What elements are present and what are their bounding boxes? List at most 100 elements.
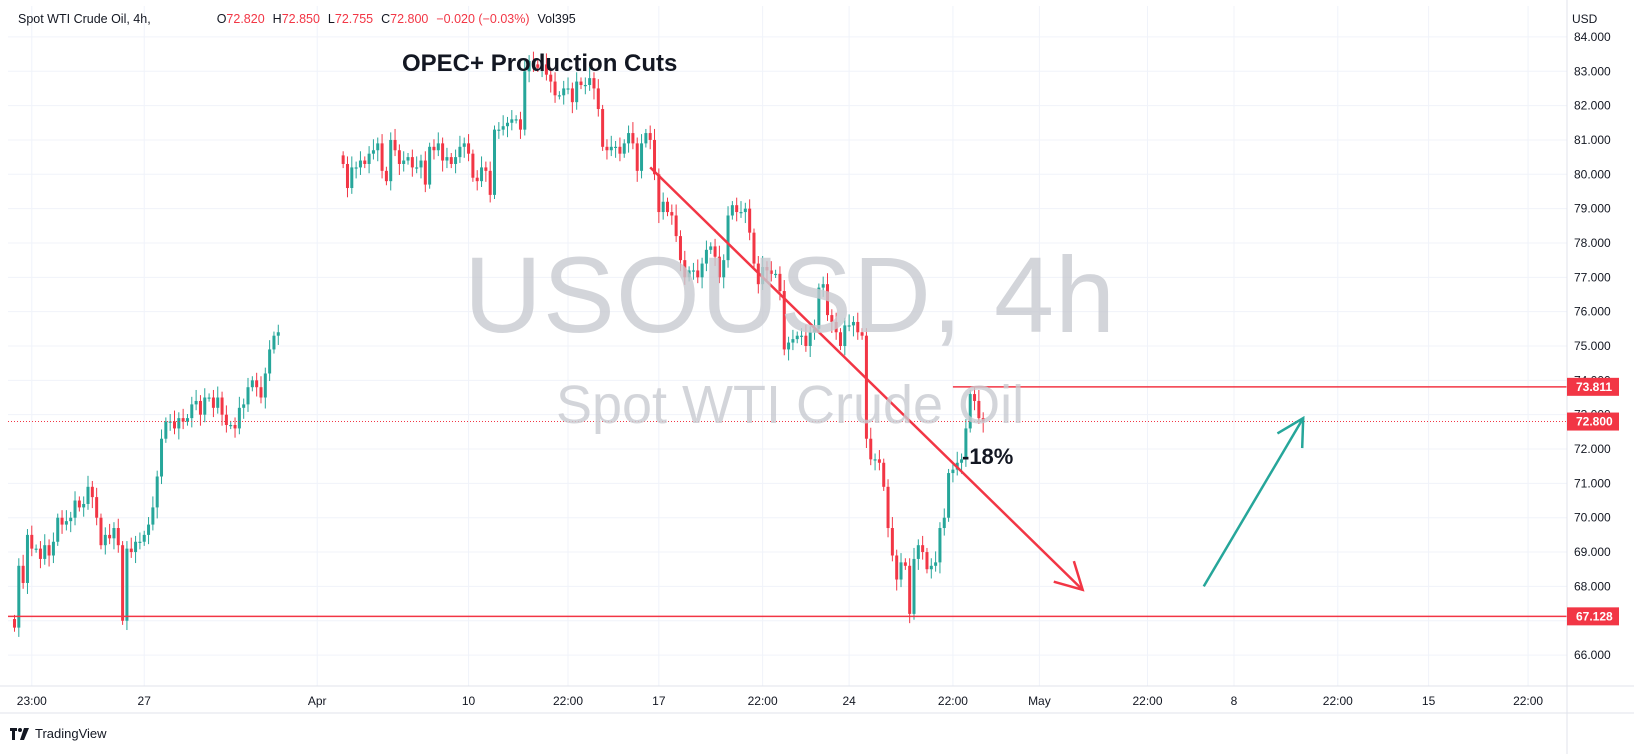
legend-volume: 395 bbox=[554, 12, 576, 26]
candle-body bbox=[951, 469, 955, 474]
candle-body bbox=[774, 273, 778, 276]
x-tick-label: 15 bbox=[1422, 694, 1436, 708]
candle-body bbox=[203, 397, 207, 415]
x-tick-label: 8 bbox=[1231, 694, 1238, 708]
candle-body bbox=[345, 163, 349, 189]
candle-body bbox=[973, 394, 977, 401]
candle-body bbox=[704, 249, 708, 264]
x-tick-label: 22:00 bbox=[1323, 694, 1353, 708]
candle-body bbox=[817, 287, 821, 329]
legend-low-label: L bbox=[327, 12, 335, 26]
annotation-percent-change[interactable]: -18% bbox=[962, 444, 1014, 469]
price-label-badge bbox=[1567, 412, 1619, 431]
candle-body bbox=[821, 284, 825, 288]
tradingview-branding[interactable]: TradingView bbox=[10, 726, 107, 741]
candle-body bbox=[86, 486, 90, 504]
candle-body bbox=[536, 64, 540, 68]
candle-body bbox=[134, 541, 138, 553]
candle-body bbox=[99, 517, 103, 546]
candle-body bbox=[108, 534, 112, 539]
candle-body bbox=[869, 438, 873, 460]
candle-body bbox=[38, 548, 42, 559]
candle-body bbox=[687, 270, 691, 278]
candle-body bbox=[813, 328, 817, 333]
x-tick-label: 22:00 bbox=[1513, 694, 1543, 708]
candle-body bbox=[947, 473, 951, 518]
candle-body bbox=[147, 524, 151, 535]
candle-body bbox=[358, 160, 362, 168]
x-tick-label: May bbox=[1028, 694, 1051, 708]
candle-body bbox=[21, 565, 25, 583]
candle-body bbox=[216, 397, 220, 408]
candle-body bbox=[371, 150, 375, 154]
candle-body bbox=[250, 380, 254, 388]
candle-body bbox=[575, 81, 579, 103]
candle-body bbox=[64, 521, 68, 525]
candle-body bbox=[601, 109, 605, 147]
candle-body bbox=[527, 60, 531, 72]
candle-body bbox=[916, 545, 920, 559]
legend-high-label: H bbox=[272, 12, 282, 26]
candle-body bbox=[860, 332, 864, 336]
candle-body bbox=[12, 619, 16, 628]
candle-body bbox=[220, 397, 224, 415]
candle-body bbox=[30, 534, 34, 549]
candle-body bbox=[354, 167, 358, 169]
legend-symbol[interactable]: Spot WTI Crude Oil, 4h, bbox=[18, 12, 151, 26]
candle-body bbox=[34, 548, 38, 550]
ohlc-legend: Spot WTI Crude Oil, 4h, O72.820 H72.850 L72… bbox=[18, 12, 576, 26]
trend-arrow-line bbox=[649, 166, 1084, 591]
candle-body bbox=[406, 157, 410, 161]
candle-body bbox=[557, 95, 561, 97]
candle-body bbox=[791, 339, 795, 343]
candle-body bbox=[903, 562, 907, 566]
candle-body bbox=[441, 143, 445, 161]
candle-body bbox=[142, 534, 146, 542]
candle-body bbox=[493, 129, 497, 195]
candle-body bbox=[579, 81, 583, 85]
candle-body bbox=[739, 212, 743, 214]
candle-body bbox=[363, 160, 367, 164]
x-tick-label: 27 bbox=[138, 694, 152, 708]
candle-body bbox=[73, 500, 77, 518]
candle-body bbox=[895, 555, 899, 580]
candle-body bbox=[640, 143, 644, 171]
candle-body bbox=[397, 150, 401, 164]
candle-body bbox=[778, 273, 782, 292]
candle-body bbox=[190, 404, 194, 419]
candle-body bbox=[129, 548, 133, 553]
candle-body bbox=[138, 541, 142, 543]
candle-body bbox=[588, 78, 592, 85]
candle-body bbox=[194, 400, 198, 405]
watermark-symbol: USOUSD, 4h bbox=[463, 234, 1117, 355]
price-label-text: 72.800 bbox=[1576, 415, 1613, 429]
candle-body bbox=[505, 122, 509, 127]
candle-body bbox=[938, 528, 942, 563]
x-tick-label: 24 bbox=[842, 694, 856, 708]
y-tick-label: 80.000 bbox=[1574, 167, 1611, 181]
candle-body bbox=[116, 528, 120, 546]
legend-close-label: C bbox=[381, 12, 391, 26]
candle-body bbox=[242, 404, 246, 408]
currency-label[interactable]: USD bbox=[1572, 12, 1598, 26]
candle-body bbox=[709, 246, 713, 250]
candle-body bbox=[518, 119, 522, 130]
y-tick-label: 70.000 bbox=[1574, 511, 1611, 525]
candle-body bbox=[717, 256, 721, 278]
candle-body bbox=[160, 438, 164, 477]
candle-body bbox=[164, 421, 168, 439]
y-tick-label: 82.000 bbox=[1574, 99, 1611, 113]
y-tick-label: 66.000 bbox=[1574, 648, 1611, 662]
candle-body bbox=[497, 129, 501, 131]
candle-body bbox=[925, 552, 929, 570]
candle-body bbox=[752, 232, 756, 264]
candle-body bbox=[17, 565, 21, 628]
candle-body bbox=[423, 160, 427, 185]
candle-body bbox=[233, 424, 237, 429]
candle-body bbox=[934, 562, 938, 566]
annotation-opec-title[interactable]: OPEC+ Production Cuts bbox=[402, 50, 678, 77]
candle-body bbox=[263, 373, 267, 398]
candle-body bbox=[804, 335, 808, 346]
